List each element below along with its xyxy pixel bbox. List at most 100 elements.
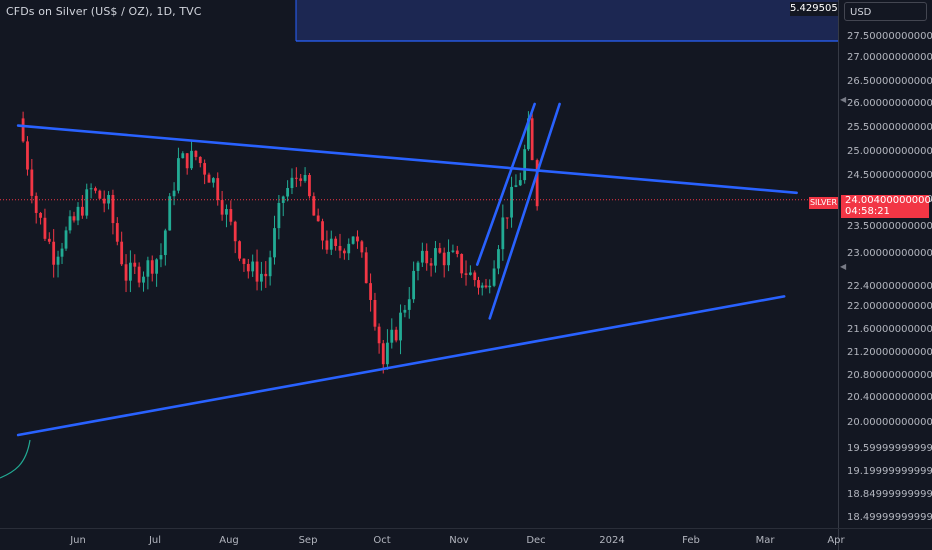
candle-body <box>255 261 259 282</box>
candle-body <box>390 329 394 343</box>
price-tick-label: 20.80000000000001 <box>847 370 932 381</box>
candle-body <box>76 206 80 221</box>
candle-body <box>442 252 446 266</box>
candle-body <box>129 262 132 281</box>
candle-body <box>468 272 472 275</box>
candle-body <box>220 200 224 215</box>
candle-body <box>484 285 488 288</box>
candle-body <box>47 238 51 242</box>
price-tick-label: 19.59999999999999 <box>847 443 932 454</box>
candle-body <box>190 150 193 169</box>
candle-body <box>530 118 534 161</box>
candle-body <box>107 194 110 204</box>
time-tick-label: Mar <box>755 535 775 546</box>
candle-body <box>412 270 416 300</box>
candle-body <box>264 273 268 277</box>
price-tick-label: 20.40000000000000 <box>847 392 932 403</box>
price-tick-label: 26.00000000000000 <box>847 98 932 109</box>
price-tick-label: 23.00000000000000 <box>847 248 932 259</box>
time-tick-label: Oct <box>373 535 391 546</box>
candle-body <box>505 217 509 219</box>
candle-body <box>216 178 220 201</box>
time-tick-label: Sep <box>298 535 318 546</box>
time-tick-label: Aug <box>219 535 239 546</box>
candle-body <box>403 309 407 313</box>
candle-body <box>518 180 522 186</box>
candle-body <box>312 196 316 216</box>
price-range-box <box>296 0 838 41</box>
candle-body <box>369 283 372 300</box>
price-chart[interactable] <box>0 0 838 528</box>
candle-body <box>338 245 342 251</box>
candle-body <box>299 178 303 181</box>
candle-body <box>207 174 211 183</box>
candle-body <box>451 250 455 252</box>
candle-body <box>21 118 25 142</box>
candle-body <box>434 248 437 266</box>
candle-body <box>308 175 311 197</box>
candle-body <box>386 342 389 365</box>
candle-body <box>60 248 64 257</box>
price-tick-label: 22.00000000000000 <box>847 301 932 312</box>
candle-body <box>416 262 420 271</box>
time-tick-label: Apr <box>827 535 845 546</box>
currency-selector[interactable]: USD <box>844 2 927 21</box>
candle-body <box>146 260 150 277</box>
candle-body <box>342 250 346 254</box>
time-axis-border <box>0 528 932 529</box>
candle-body <box>488 285 492 288</box>
time-tick-label: Feb <box>682 535 700 546</box>
candle-body <box>68 216 72 231</box>
last-price-label: 24.00400000000000 04:58:21 <box>841 195 932 218</box>
candle-body <box>260 273 263 282</box>
candle-body <box>159 255 163 260</box>
candle-body <box>133 262 137 267</box>
candle-body <box>273 228 276 258</box>
candle-body <box>420 250 424 263</box>
price-tick-label: 20.00000000000000 <box>847 417 932 428</box>
candle-body <box>72 216 76 221</box>
candle-body <box>316 215 320 222</box>
candle-body <box>514 185 518 187</box>
candle-body <box>281 196 285 203</box>
candle-body <box>211 178 215 183</box>
candle-body <box>30 169 34 196</box>
candle-body <box>142 276 145 283</box>
candle-body <box>286 188 290 197</box>
candle-body <box>364 252 368 284</box>
chevron-left-icon: ◀ <box>840 262 847 271</box>
candle-body <box>172 190 176 197</box>
candle-body <box>351 236 355 244</box>
indicator-curve <box>0 439 31 479</box>
candle-body <box>39 212 42 218</box>
price-tick-label: 21.60000000000001 <box>847 324 932 335</box>
candle-body <box>115 223 119 242</box>
candle-body <box>394 329 398 341</box>
candle-body <box>34 195 38 213</box>
candle-body <box>185 153 189 169</box>
time-tick-label: Dec <box>526 535 546 546</box>
candle-body <box>181 153 185 159</box>
candle-body <box>360 241 364 253</box>
candle-body <box>198 156 202 164</box>
candle-body <box>492 268 496 286</box>
candle-body <box>137 266 141 283</box>
candle-body <box>251 261 255 272</box>
time-tick-label: Jul <box>148 535 162 546</box>
candle-body <box>477 280 480 288</box>
candle-body <box>407 299 411 310</box>
candle-body <box>535 160 539 207</box>
candle-body <box>268 257 272 277</box>
candle-body <box>356 236 359 242</box>
candle-body <box>377 326 381 344</box>
time-tick-label: 2024 <box>599 535 625 546</box>
candle-body <box>43 217 47 239</box>
candle-body <box>89 188 93 190</box>
candle-body <box>527 118 530 150</box>
candle-body <box>242 258 246 264</box>
candle-body <box>203 163 207 175</box>
chart-title: CFDs on Silver (US$ / OZ), 1D, TVC <box>6 5 202 18</box>
candle-body <box>381 343 385 365</box>
candle-body <box>238 241 241 259</box>
candle-body <box>80 206 84 216</box>
